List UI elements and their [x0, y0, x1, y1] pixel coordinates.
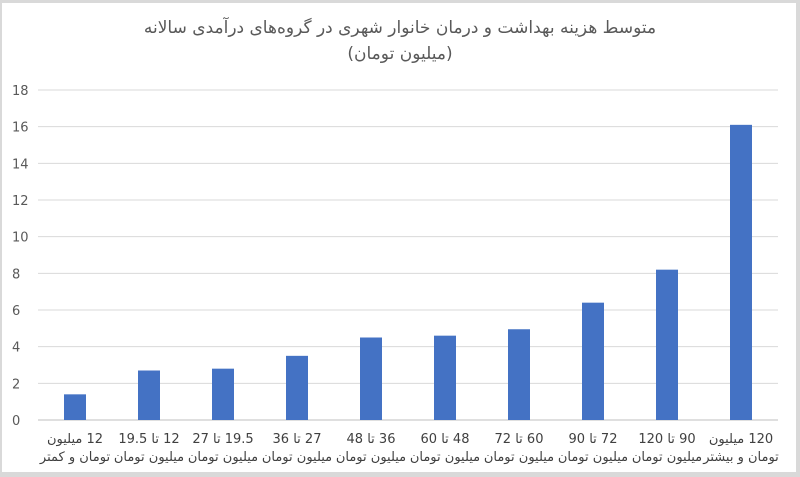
x-tick-label: 48 تا 60	[421, 432, 470, 447]
x-tick-label: میلیون تومان	[410, 450, 480, 465]
x-tick-label: 72 تا 90	[569, 432, 618, 447]
y-tick-label: 14	[12, 157, 29, 172]
y-tick-label: 12	[12, 194, 29, 209]
x-tick-label: میلیون تومان	[262, 450, 332, 465]
bar	[286, 355, 308, 420]
bar	[582, 302, 604, 420]
bar	[138, 370, 160, 420]
bar	[212, 368, 234, 420]
x-tick-label: میلیون تومان	[484, 450, 554, 465]
x-tick-label: میلیون تومان	[188, 450, 258, 465]
x-tick-label: میلیون تومان	[114, 450, 184, 465]
y-tick-label: 2	[12, 377, 20, 392]
y-tick-label: 10	[12, 231, 29, 246]
bar	[508, 329, 530, 420]
x-tick-label: 36 تا 48	[347, 432, 396, 447]
x-tick-label: تومان و بیشتر	[702, 450, 779, 465]
x-tick-label: 60 تا 72	[495, 432, 544, 447]
y-tick-label: 8	[12, 267, 20, 282]
bar	[64, 394, 86, 420]
y-tick-label: 6	[12, 304, 20, 319]
x-tick-label: 120 میلیون	[709, 432, 773, 447]
bar	[360, 337, 382, 420]
x-tick-label: میلیون تومان	[558, 450, 628, 465]
chart-subtitle: (میلیون تومان)	[347, 44, 453, 64]
y-tick-label: 16	[12, 121, 29, 136]
x-tick-label: 12 میلیون	[47, 432, 103, 447]
bar	[656, 269, 678, 420]
y-tick-label: 0	[12, 414, 20, 429]
y-tick-label: 4	[12, 341, 20, 356]
bar	[730, 124, 752, 420]
x-tick-label: 12 تا 19.5	[118, 432, 179, 447]
chart-title: متوسط هزینه بهداشت و درمان خانوار شهری د…	[143, 18, 657, 38]
x-tick-label: میلیون تومان	[632, 450, 702, 465]
x-tick-label: 27 تا 36	[273, 432, 322, 447]
x-tick-label: 19.5 تا 27	[192, 432, 253, 447]
x-tick-label: 90 تا 120	[638, 432, 695, 447]
x-tick-label: میلیون تومان	[336, 450, 406, 465]
x-tick-label: تومان و کمتر	[39, 450, 111, 465]
bar	[434, 335, 456, 420]
y-tick-label: 18	[12, 84, 29, 99]
